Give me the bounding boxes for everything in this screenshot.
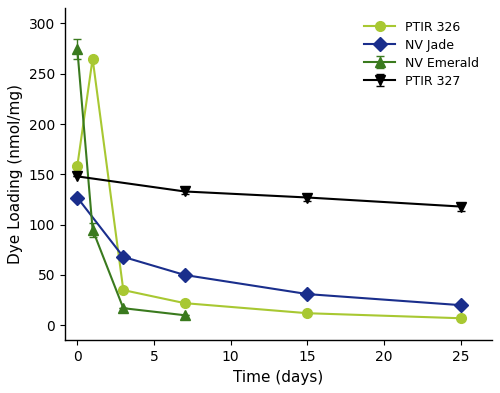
- NV Jade: [304, 292, 310, 296]
- NV Jade: [120, 255, 126, 259]
- Line: NV Jade: NV Jade: [72, 193, 466, 310]
- PTIR 326: [90, 56, 96, 61]
- Line: PTIR 326: PTIR 326: [72, 54, 466, 323]
- NV Jade: [182, 273, 188, 277]
- PTIR 326: [120, 288, 126, 292]
- Y-axis label: Dye Loading (nmol/mg): Dye Loading (nmol/mg): [8, 84, 24, 264]
- NV Jade: [74, 195, 80, 200]
- X-axis label: Time (days): Time (days): [233, 370, 324, 385]
- PTIR 326: [74, 164, 80, 169]
- PTIR 326: [458, 316, 464, 321]
- PTIR 326: [182, 301, 188, 305]
- PTIR 326: [304, 311, 310, 316]
- NV Jade: [458, 303, 464, 308]
- Legend: PTIR 326, NV Jade, NV Emerald, PTIR 327: PTIR 326, NV Jade, NV Emerald, PTIR 327: [358, 15, 486, 94]
